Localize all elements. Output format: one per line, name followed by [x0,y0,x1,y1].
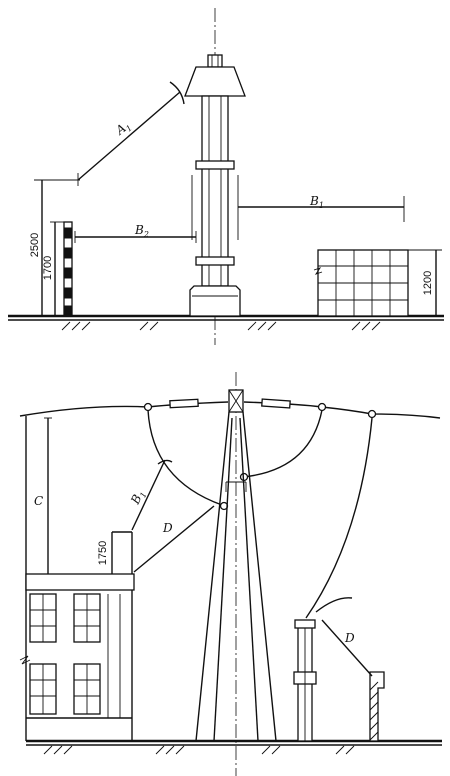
right-wall [369,671,385,742]
bottom-view: C B1 D D 1750 [19,372,442,776]
c-dimension [44,417,52,574]
top-box-stack [313,249,409,317]
lattice-tower [195,389,277,742]
top-left-dimensions [41,180,64,316]
dim-1700: 1700 [42,256,54,280]
dim-1750: 1750 [97,541,109,565]
b1-label-top: B1 [309,194,324,210]
top-equipment-column [184,54,246,317]
d-right-arc-mark [315,597,353,613]
d1200-dimension [408,249,442,316]
b1-arc-mark [157,459,173,465]
b1-dimension [238,196,405,222]
d1750-dimension [111,531,133,574]
bottom-ground [26,739,442,755]
a1-label: A1 [112,118,133,140]
d-right-clearance-line [321,619,373,677]
jumper-arcs [147,409,373,619]
b2-label: B2 [134,223,149,239]
d-label-left: D [162,521,173,535]
building-windows [19,593,121,718]
dim-2500: 2500 [29,233,41,257]
d-left-clearance-line [133,505,215,573]
a1-clearance [34,81,185,186]
top-fence-post [63,221,73,317]
dim-1200: 1200 [422,271,434,295]
b1-clearance-line [131,459,166,531]
b1-label-bottom: B1 [128,488,149,508]
c-label: C [34,494,43,508]
top-view: A1 B1 B2 2500 1700 1200 [8,8,444,345]
building [19,416,135,741]
overhead-conductor [19,398,441,419]
b2-dimension [74,231,197,243]
top-ground [8,314,444,331]
d-label-right: D [344,631,355,645]
right-equipment-post [293,619,317,742]
